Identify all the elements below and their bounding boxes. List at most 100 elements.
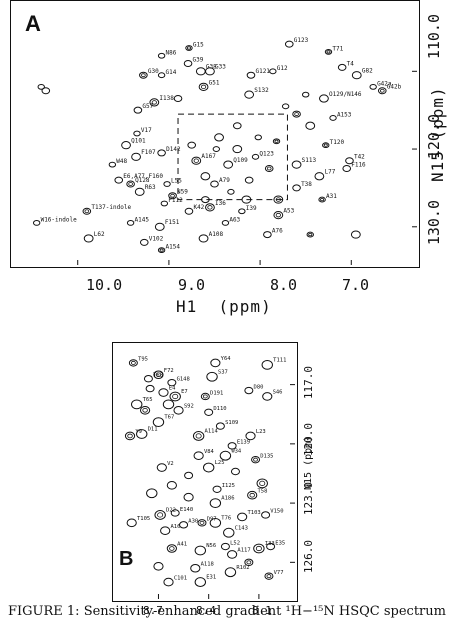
peak-contour [170, 509, 180, 517]
peak-label: K42 [193, 204, 204, 211]
peak-contour [183, 60, 193, 68]
peak-contour [230, 467, 240, 476]
peak-contour [136, 429, 148, 439]
peak-label: R102 [236, 565, 249, 571]
peak-contour [212, 146, 221, 152]
peak-contour [167, 378, 177, 387]
peak-label: A108 [209, 231, 224, 238]
peak-label: A117 [237, 548, 250, 554]
peak-contour [319, 94, 329, 103]
peak-contour [306, 231, 314, 238]
peak-contour [184, 471, 194, 480]
peak-contour [256, 478, 268, 489]
peak-label: W48 [116, 158, 127, 165]
peak-label: Y64 [221, 356, 232, 362]
peak-label: L77 [324, 169, 335, 176]
peak-contour [193, 451, 204, 461]
peak-label: E4 [169, 386, 176, 392]
panel-a-x-tick-9: 9.0 [178, 276, 206, 294]
peak-contour [139, 71, 148, 79]
peak-label: L52 [230, 540, 240, 546]
peak-contour [152, 417, 165, 428]
peak-contour [157, 149, 166, 157]
peak-contour [264, 572, 274, 580]
peak-label: Q109 [233, 157, 248, 164]
peak-contour [145, 384, 155, 393]
peak-label: R63 [145, 184, 156, 191]
peak-contour [139, 405, 151, 415]
peak-label: T42 [354, 154, 365, 161]
peak-label: T103 [247, 510, 260, 516]
peak-contour [292, 110, 301, 118]
peak-contour-inner [323, 143, 328, 147]
peak-label: V17 [141, 127, 152, 134]
peak-label: G51 [209, 79, 220, 86]
peak-contour [301, 91, 310, 98]
peak-contour [154, 222, 165, 231]
peak-contour [131, 399, 143, 410]
peak-label: D135 [260, 453, 273, 459]
peak-contour [215, 422, 225, 430]
peak-label: T120 [330, 139, 345, 146]
peak-contour [82, 207, 92, 215]
peak-label: S132 [254, 87, 269, 94]
peak-contour [209, 498, 222, 508]
peak-label: S37 [218, 369, 228, 375]
peak-label: A114 [205, 429, 219, 435]
peak-contour [224, 567, 237, 578]
peak-contour [214, 133, 224, 142]
peak-contour [227, 442, 237, 450]
peak-contour-inner [172, 393, 179, 400]
peak-contour [114, 176, 124, 184]
peak-contour [261, 511, 271, 519]
peak-contour [139, 238, 149, 246]
peak-label: G38 [206, 64, 217, 71]
peak-contour [314, 172, 325, 181]
peak-contour [284, 40, 294, 48]
peak-contour-inner [320, 197, 325, 202]
peak-label: T76 [221, 515, 231, 521]
peak-contour [37, 83, 45, 90]
peak-label: G14 [166, 69, 177, 76]
peak-label: E35 [275, 540, 285, 546]
peak-label: A16 [170, 524, 180, 530]
peak-contour [220, 542, 230, 551]
peak-label: T65 [143, 397, 153, 403]
panel-b-x-tick-8.4: 8.4 [196, 604, 216, 617]
panel-a-x-tick-10: 10.0 [86, 276, 123, 294]
peak-contour [198, 234, 209, 243]
peak-contour [197, 519, 207, 527]
peak-contour [149, 98, 160, 107]
panel-b-letter: B [119, 548, 134, 570]
peak-label: Q101 [131, 138, 146, 145]
peak-label: D142 [166, 146, 181, 153]
peak-label: E139 [237, 440, 250, 446]
peak-contour [126, 180, 135, 188]
peak-contour [227, 188, 235, 195]
peak-label: E140 [180, 507, 193, 513]
peak-label: G42a [377, 80, 392, 87]
peak-contour [198, 82, 209, 91]
peak-contour [273, 195, 284, 204]
peak-label: G33 [215, 64, 226, 71]
peak-label: O129/N146 [329, 91, 362, 98]
peak-label: A154 [166, 244, 181, 251]
peak-contour-inner [266, 166, 272, 171]
peak-label: E6,A77,F160 [123, 173, 163, 180]
peak-contour [134, 187, 145, 196]
panel-a-x-tick-7: 7.0 [342, 276, 370, 294]
peak-label: T105 [137, 516, 150, 522]
peak-label: T38 [301, 181, 312, 188]
peak-contour [369, 83, 377, 90]
peak-label: C143 [235, 525, 248, 531]
peak-label: G148 [177, 376, 190, 382]
peak-label: L62 [94, 231, 105, 238]
spectrum-panel-a: G15 G39 G38 N86 G30 G33 G14 G121 G51 G12 G123 S132 T… [10, 0, 420, 268]
peak-contour [158, 388, 169, 397]
peak-label: W34 [231, 448, 242, 454]
peak-contour-inner [253, 457, 258, 462]
peak-label: T71 [332, 45, 343, 52]
peak-contour [166, 481, 177, 490]
